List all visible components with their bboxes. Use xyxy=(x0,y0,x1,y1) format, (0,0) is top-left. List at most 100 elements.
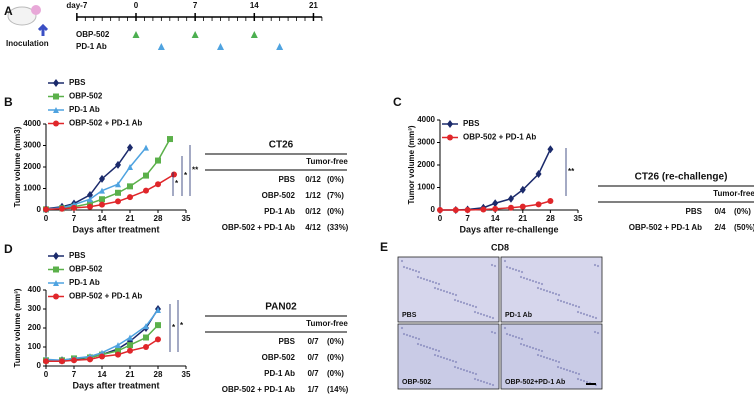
data-point xyxy=(143,334,149,341)
cell-nucleus xyxy=(559,299,563,303)
cell-nucleus xyxy=(517,336,521,340)
cell-nucleus xyxy=(439,355,443,359)
cell-nucleus xyxy=(465,369,469,373)
cell-nucleus xyxy=(540,282,544,286)
cell-nucleus xyxy=(488,382,492,386)
cell-nucleus xyxy=(594,316,598,320)
cell-nucleus xyxy=(579,378,583,382)
table-cell: 1/12 xyxy=(305,191,321,200)
cell-nucleus xyxy=(414,336,418,340)
cell-nucleus xyxy=(577,372,581,376)
data-point xyxy=(480,206,487,213)
y-tick-label: 0 xyxy=(37,205,42,214)
cell-nucleus xyxy=(436,354,440,358)
cell-nucleus xyxy=(448,358,452,362)
data-point xyxy=(99,174,105,183)
cell-nucleus xyxy=(591,315,595,319)
data-point xyxy=(115,189,121,196)
cell-nucleus xyxy=(402,265,406,269)
treatment-marker xyxy=(191,31,199,38)
cell-nucleus xyxy=(485,381,489,385)
cell-nucleus xyxy=(588,314,592,318)
data-point xyxy=(87,203,93,210)
x-tick-label: 7 xyxy=(72,214,77,223)
cell-nucleus xyxy=(425,278,429,282)
cell-nucleus xyxy=(520,270,524,274)
cell-nucleus xyxy=(574,371,578,375)
treatment-marker xyxy=(217,43,224,50)
data-point xyxy=(43,206,49,213)
table-cell: PD-1 Ab xyxy=(264,207,295,216)
legend-marker xyxy=(447,120,453,128)
cell-nucleus xyxy=(554,292,558,296)
x-tick-label: 7 xyxy=(72,370,77,379)
cell-nucleus xyxy=(556,298,560,302)
cell-nucleus xyxy=(400,326,404,330)
data-point xyxy=(99,187,105,194)
histology-label: PD-1 Ab xyxy=(505,312,532,319)
x-tick-label: 21 xyxy=(126,370,135,379)
data-point xyxy=(115,342,121,349)
cell-nucleus xyxy=(593,330,597,334)
cell-nucleus xyxy=(465,302,469,306)
x-tick-label: 14 xyxy=(491,214,500,223)
data-point xyxy=(155,336,161,343)
data-point xyxy=(492,205,499,212)
panel-label: E xyxy=(380,240,388,254)
panel-label: D xyxy=(4,242,13,256)
cell-nucleus xyxy=(554,359,558,363)
table-cell: (14%) xyxy=(327,385,349,394)
data-point xyxy=(155,306,161,313)
data-point xyxy=(87,190,93,199)
table-cell: (33%) xyxy=(327,223,349,232)
y-tick-label: 3000 xyxy=(23,141,41,150)
mouse-icon xyxy=(31,5,41,15)
data-point xyxy=(492,199,499,208)
cell-nucleus xyxy=(459,367,463,371)
series-line xyxy=(45,138,171,211)
panel-label: B xyxy=(4,95,13,109)
cell-nucleus xyxy=(416,275,420,279)
table-cell: PD-1 Ab xyxy=(264,369,295,378)
data-point xyxy=(127,164,133,170)
table-cell: OBP-502 xyxy=(262,353,296,362)
histology-label: OBP-502+PD-1 Ab xyxy=(505,379,565,386)
cell-nucleus xyxy=(596,331,600,335)
data-point xyxy=(59,358,65,365)
cell-nucleus xyxy=(556,365,560,369)
cell-nucleus xyxy=(531,346,535,350)
cell-nucleus xyxy=(437,349,441,353)
cell-nucleus xyxy=(528,345,532,349)
cell-nucleus xyxy=(582,312,586,316)
significance-label: * xyxy=(184,171,188,180)
cell-nucleus xyxy=(557,360,561,364)
cell-nucleus xyxy=(482,313,486,317)
cell-nucleus xyxy=(453,298,457,302)
y-tick-label: 3000 xyxy=(417,138,435,147)
x-tick-label: 14 xyxy=(98,370,107,379)
data-point xyxy=(452,207,459,213)
treatment-marker xyxy=(250,31,258,38)
x-tick-label: 0 xyxy=(44,370,49,379)
cell-nucleus xyxy=(579,311,583,315)
cell-nucleus xyxy=(414,269,418,273)
data-point xyxy=(143,144,149,151)
legend-label: OBP-502 xyxy=(69,265,103,274)
cell-nucleus xyxy=(562,367,566,371)
legend-marker xyxy=(53,79,59,87)
legend-marker xyxy=(53,266,59,273)
legend-marker xyxy=(447,134,453,141)
data-point xyxy=(71,357,77,364)
data-point xyxy=(127,334,133,341)
cell-nucleus xyxy=(471,304,475,308)
cell-nucleus xyxy=(548,357,552,361)
panel-label: A xyxy=(4,4,13,18)
cell-nucleus xyxy=(417,270,421,274)
x-tick-label: 35 xyxy=(182,370,191,379)
table-cell: 1/7 xyxy=(307,385,319,394)
table-cell: 0/4 xyxy=(714,207,726,216)
data-point xyxy=(171,171,177,178)
data-point xyxy=(115,351,121,358)
cell-nucleus xyxy=(445,290,449,294)
cell-nucleus xyxy=(459,300,463,304)
